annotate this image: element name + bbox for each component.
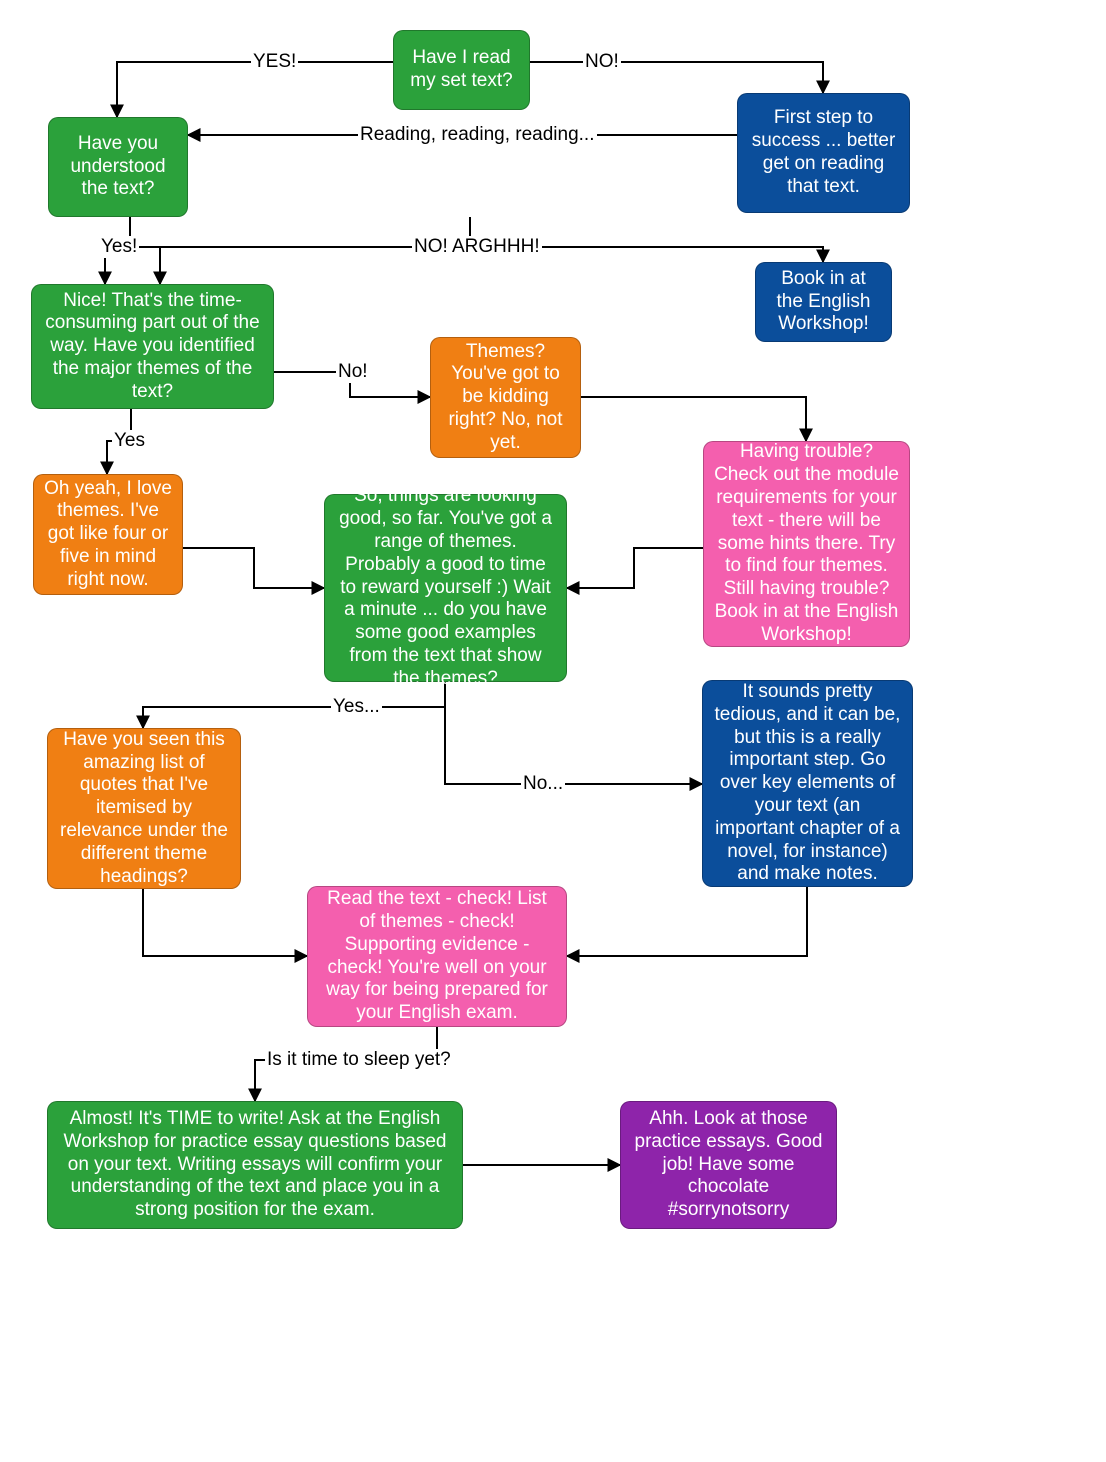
node-n7: Having trouble? Check out the module req… [703,441,910,647]
node-label: Oh yeah, I love themes. I've got like fo… [44,478,172,592]
edge-e11 [567,548,703,588]
edge-label-e1: YES! [251,51,298,73]
edge-e2 [530,62,823,93]
edge-e10 [183,548,324,588]
node-n1: Have I read my set text? [393,30,530,110]
node-label: Have I read my set text? [404,47,519,93]
flowchart-canvas: Have I read my set text? First step to su… [0,0,1106,1462]
node-n5: Nice! That's the time-consuming part out… [31,284,274,409]
edge-label-e4: NO! ARGHHH! [412,236,542,258]
node-label: First step to success ... better get on … [748,107,899,198]
node-label: Nice! That's the time-consuming part out… [42,290,263,404]
node-label: Book in at the English Workshop! [766,268,881,336]
node-n6: Themes? You've got to be kidding right? … [430,337,581,458]
edge-e14 [143,889,307,956]
node-n4: Book in at the English Workshop! [755,262,892,342]
edge-label-e12: No... [521,773,565,795]
edge-label-e16: Is it time to sleep yet? [265,1049,453,1071]
node-label: So, things are looking good, so far. You… [335,485,556,690]
node-n14: Ahh. Look at those practice essays. Good… [620,1101,837,1229]
node-label: Themes? You've got to be kidding right? … [441,341,570,455]
node-label: Ahh. Look at those practice essays. Good… [631,1108,826,1222]
node-n11: Have you seen this amazing list of quote… [47,728,241,889]
edge-label-e2: NO! [583,51,621,73]
edge-label-e13: Yes... [331,696,382,718]
node-label: Almost! It's TIME to write! Ask at the E… [58,1108,452,1222]
edge-label-e3: Reading, reading, reading... [358,124,597,146]
edge-e12 [445,682,702,784]
edge-e15 [567,887,807,956]
node-label: Having trouble? Check out the module req… [714,441,899,646]
node-n8: Oh yeah, I love themes. I've got like fo… [33,474,183,595]
node-n2: First step to success ... better get on … [737,93,910,213]
node-n10: It sounds pretty tedious, and it can be,… [702,680,913,887]
edge-e8 [581,397,806,441]
edge-label-e7: No! [336,361,370,383]
edge-label-e9: Yes [112,430,147,452]
node-n3: Have you understood the text? [48,117,188,217]
node-label: Have you understood the text? [59,133,177,201]
node-label: Read the text - check! List of themes - … [318,888,556,1025]
node-n12: Read the text - check! List of themes - … [307,886,567,1027]
node-label: It sounds pretty tedious, and it can be,… [713,681,902,886]
node-n9: So, things are looking good, so far. You… [324,494,567,682]
node-label: Have you seen this amazing list of quote… [58,729,230,889]
edge-label-e5: Yes! [99,236,139,258]
node-n13: Almost! It's TIME to write! Ask at the E… [47,1101,463,1229]
